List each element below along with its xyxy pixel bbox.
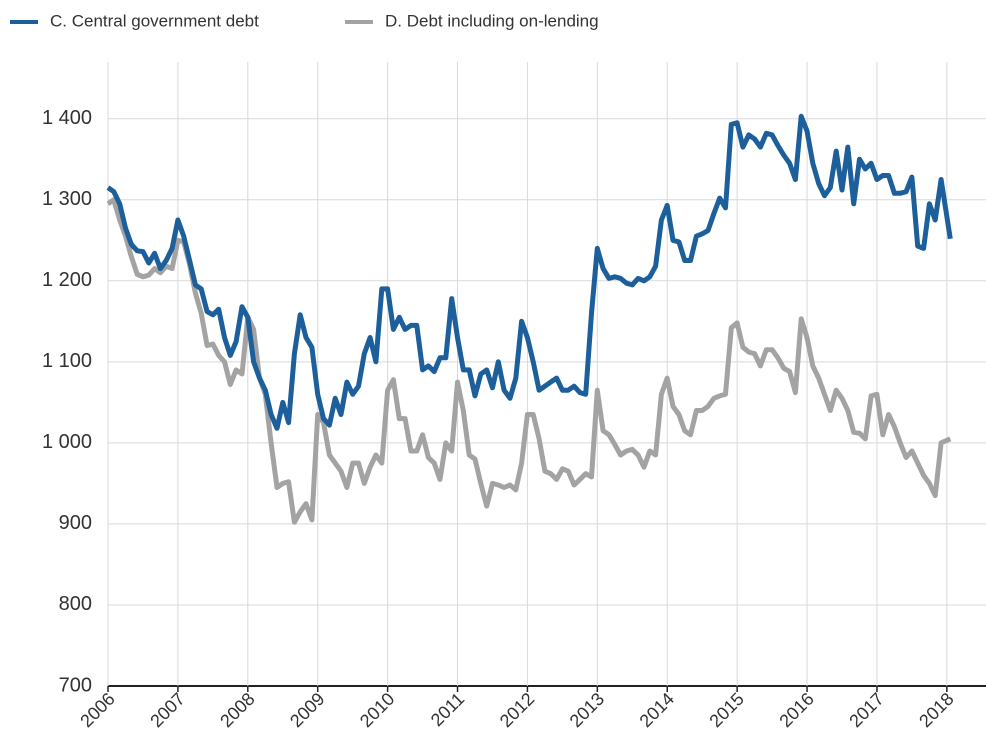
x-tick-label: 2009 (286, 689, 328, 731)
x-tick-label: 2014 (636, 689, 678, 731)
x-tick-label: 2010 (356, 689, 398, 731)
series-line (106, 197, 952, 525)
x-tick-label: 2013 (566, 689, 608, 731)
y-tick-label: 1 100 (42, 350, 92, 372)
x-tick-label: 2012 (496, 689, 538, 731)
y-tick-label: 700 (59, 674, 92, 696)
legend-label: D. Debt including on-lending (385, 11, 599, 30)
legend-label: C. Central government debt (50, 11, 259, 30)
x-tick-label: 2011 (427, 689, 469, 731)
x-tick-label: 2007 (146, 689, 188, 731)
y-tick-label: 1 000 (42, 431, 92, 453)
x-tick-label: 2008 (216, 689, 258, 731)
y-tick-label: 1 300 (42, 188, 92, 210)
series-line (106, 113, 953, 431)
x-tick-label: 2017 (845, 689, 887, 731)
x-tick-label: 2016 (775, 689, 817, 731)
x-tick-label: 2018 (915, 689, 957, 731)
x-tick-label: 2015 (706, 689, 748, 731)
y-tick-label: 900 (59, 512, 92, 534)
y-tick-label: 800 (59, 593, 92, 615)
y-tick-label: 1 200 (42, 269, 92, 291)
y-tick-label: 1 400 (42, 107, 92, 129)
